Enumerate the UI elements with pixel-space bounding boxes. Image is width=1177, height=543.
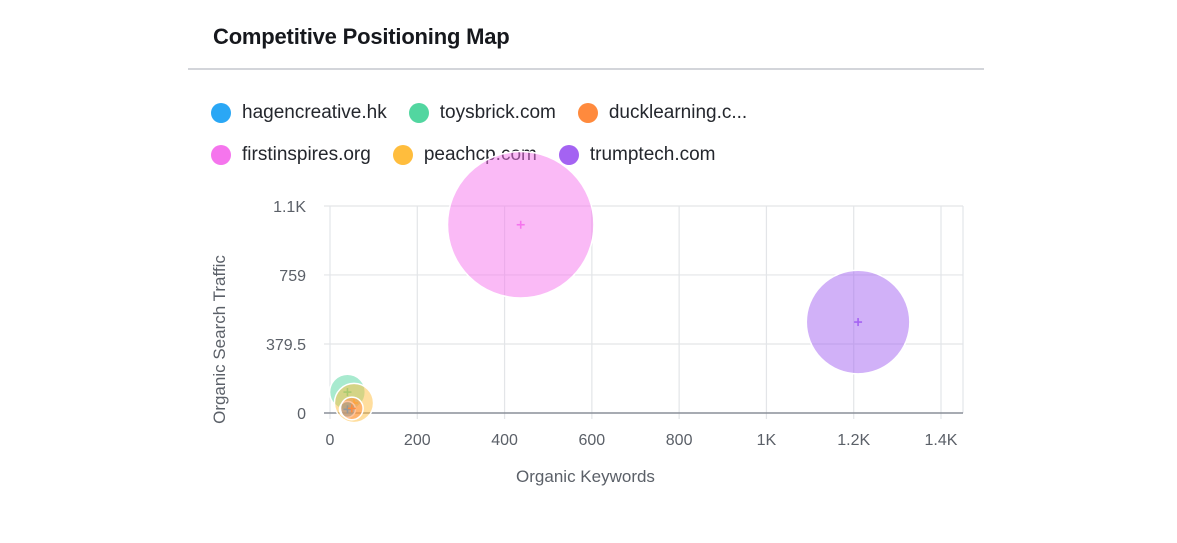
legend-swatch bbox=[558, 145, 579, 165]
y-tick-label: 1.1K bbox=[273, 199, 306, 216]
legend-item[interactable]: toysbrick.com bbox=[408, 102, 556, 124]
bubble-center-marker bbox=[516, 220, 525, 229]
x-tick-label: 1.4K bbox=[925, 432, 958, 449]
competitive-positioning-card: Competitive Positioning Map hagencreativ… bbox=[188, 0, 984, 543]
legend-swatch bbox=[577, 103, 598, 123]
y-tick-label: 0 bbox=[297, 406, 306, 423]
bubble-chart: 0 200 400 600 800 1K 1.2K 1.4K 0 379.5 759 1.1K Org… bbox=[210, 150, 964, 486]
x-tick-label: 400 bbox=[491, 432, 518, 449]
legend-swatch bbox=[408, 103, 429, 123]
chart-legend: hagencreative.hk toysbrick.com ducklearnin… bbox=[211, 96, 911, 180]
legend-row: firstinspires.org peachcp.com trumptech.co… bbox=[211, 138, 911, 172]
x-tick-label: 200 bbox=[404, 432, 431, 449]
legend-swatch bbox=[392, 145, 413, 165]
legend-label: trumptech.com bbox=[589, 144, 716, 165]
legend-item[interactable]: ducklearning.c... bbox=[577, 102, 748, 124]
bubble-center-marker bbox=[347, 404, 356, 413]
x-tick-label: 600 bbox=[579, 432, 606, 449]
legend-label: ducklearning.c... bbox=[608, 102, 748, 123]
axis-ticks: 0 200 400 600 800 1K 1.2K 1.4K 0 379.5 759 1.1K bbox=[266, 199, 958, 449]
y-axis-title: Organic Search Traffic bbox=[210, 255, 229, 424]
legend-item[interactable]: hagencreative.hk bbox=[211, 102, 387, 124]
legend-row: hagencreative.hk toysbrick.com ducklearnin… bbox=[211, 96, 911, 130]
x-tick-label: 1.2K bbox=[837, 432, 870, 449]
legend-swatch bbox=[211, 103, 231, 123]
x-tick-label: 1K bbox=[757, 432, 777, 449]
bubbles bbox=[328, 150, 911, 424]
legend-label: hagencreative.hk bbox=[242, 102, 387, 123]
legend-label: firstinspires.org bbox=[242, 144, 371, 165]
legend-item[interactable]: firstinspires.org bbox=[211, 144, 371, 166]
legend-item[interactable]: trumptech.com bbox=[558, 144, 716, 166]
x-tick-label: 0 bbox=[326, 432, 335, 449]
y-tick-label: 759 bbox=[279, 268, 306, 285]
legend-label: toysbrick.com bbox=[439, 102, 556, 123]
x-tick-label: 800 bbox=[666, 432, 693, 449]
x-axis-title: Organic Keywords bbox=[516, 467, 655, 486]
legend-swatch bbox=[211, 145, 231, 165]
chart-title: Competitive Positioning Map bbox=[213, 24, 510, 49]
grid-lines bbox=[324, 205, 964, 419]
bubble-center-marker bbox=[854, 318, 863, 327]
y-tick-label: 379.5 bbox=[266, 337, 306, 354]
title-divider bbox=[188, 68, 984, 70]
